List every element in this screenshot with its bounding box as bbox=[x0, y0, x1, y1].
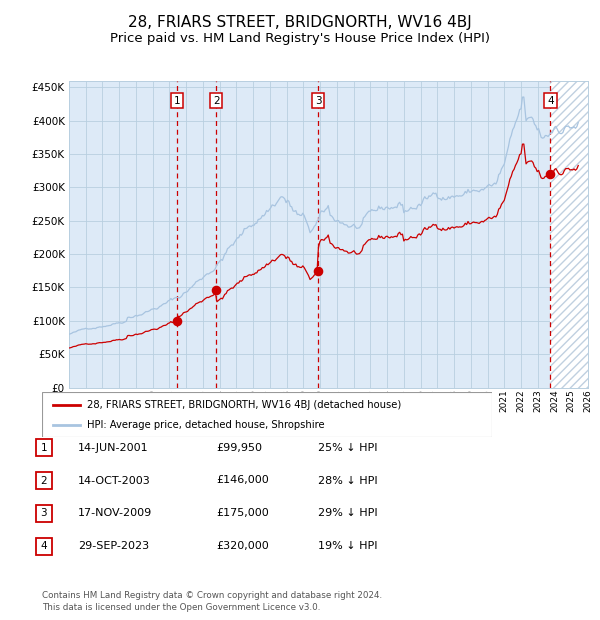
Text: 14-OCT-2003: 14-OCT-2003 bbox=[78, 476, 151, 485]
Text: £99,950: £99,950 bbox=[216, 443, 262, 453]
Bar bbox=[550, 81, 588, 388]
Text: 1: 1 bbox=[40, 443, 47, 453]
Text: 2: 2 bbox=[213, 95, 220, 105]
Text: 29-SEP-2023: 29-SEP-2023 bbox=[78, 541, 149, 551]
Text: £175,000: £175,000 bbox=[216, 508, 269, 518]
Text: 3: 3 bbox=[315, 95, 322, 105]
Text: £146,000: £146,000 bbox=[216, 476, 269, 485]
Text: 28, FRIARS STREET, BRIDGNORTH, WV16 4BJ: 28, FRIARS STREET, BRIDGNORTH, WV16 4BJ bbox=[128, 16, 472, 30]
Text: 17-NOV-2009: 17-NOV-2009 bbox=[78, 508, 152, 518]
Text: Contains HM Land Registry data © Crown copyright and database right 2024.
This d: Contains HM Land Registry data © Crown c… bbox=[42, 591, 382, 612]
Text: 19% ↓ HPI: 19% ↓ HPI bbox=[318, 541, 377, 551]
Text: 4: 4 bbox=[547, 95, 554, 105]
Point bbox=[313, 266, 323, 276]
Text: 4: 4 bbox=[40, 541, 47, 551]
Text: 29% ↓ HPI: 29% ↓ HPI bbox=[318, 508, 377, 518]
Text: 1: 1 bbox=[173, 95, 180, 105]
Text: 28, FRIARS STREET, BRIDGNORTH, WV16 4BJ (detached house): 28, FRIARS STREET, BRIDGNORTH, WV16 4BJ … bbox=[87, 399, 401, 410]
Text: 25% ↓ HPI: 25% ↓ HPI bbox=[318, 443, 377, 453]
Point bbox=[545, 169, 555, 179]
Text: HPI: Average price, detached house, Shropshire: HPI: Average price, detached house, Shro… bbox=[87, 420, 325, 430]
Point bbox=[211, 285, 221, 295]
Text: 14-JUN-2001: 14-JUN-2001 bbox=[78, 443, 149, 453]
Text: 2: 2 bbox=[40, 476, 47, 485]
Text: 28% ↓ HPI: 28% ↓ HPI bbox=[318, 476, 377, 485]
Text: Price paid vs. HM Land Registry's House Price Index (HPI): Price paid vs. HM Land Registry's House … bbox=[110, 32, 490, 45]
Text: £320,000: £320,000 bbox=[216, 541, 269, 551]
Text: 3: 3 bbox=[40, 508, 47, 518]
Point bbox=[172, 316, 182, 326]
